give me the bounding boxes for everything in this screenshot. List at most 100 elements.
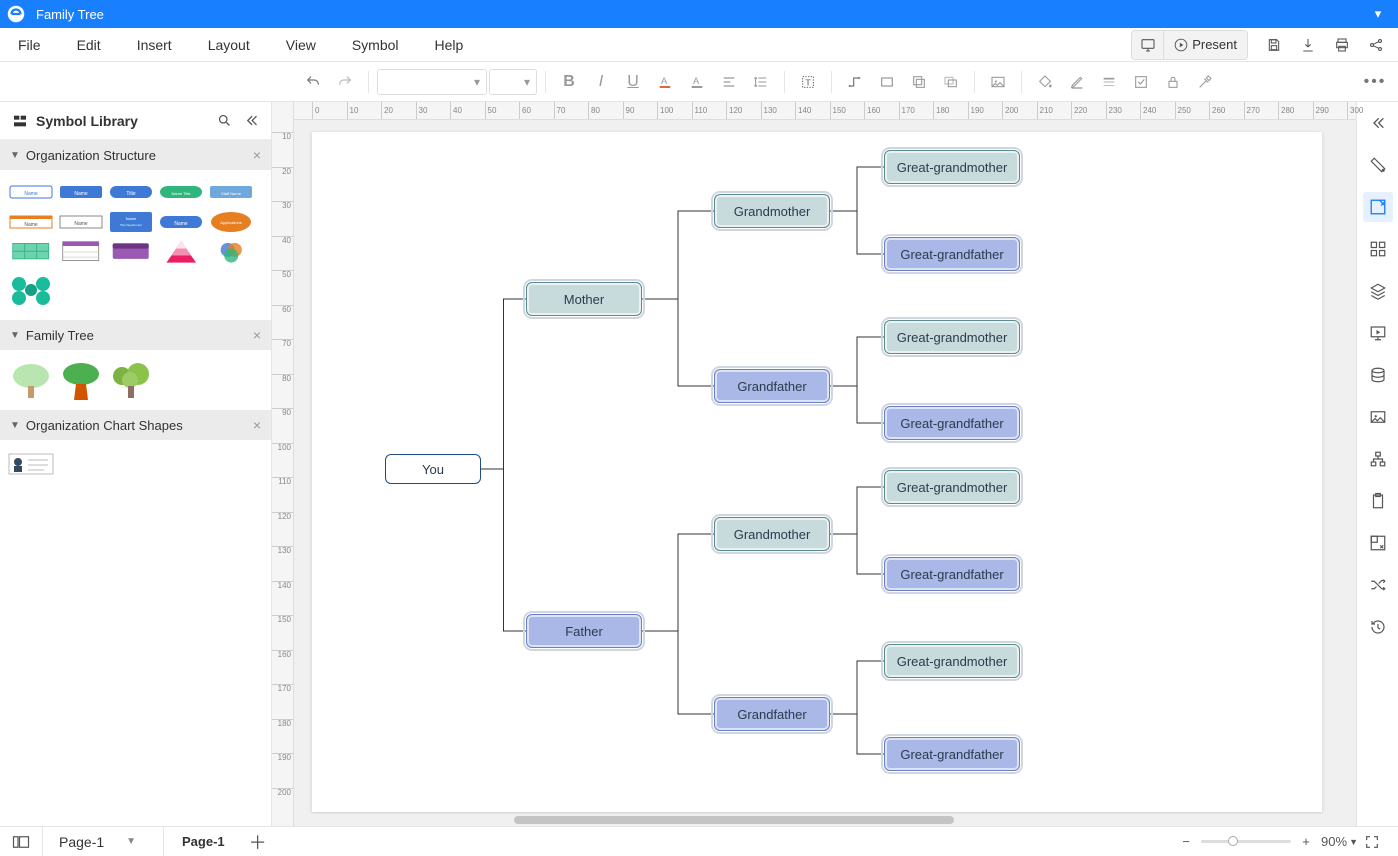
line-spacing-button[interactable] [746, 67, 776, 97]
zoom-out-button[interactable]: − [1177, 834, 1195, 849]
search-library-button[interactable] [217, 113, 232, 128]
tree-node-mgmgm[interactable]: Great-grandmother [884, 150, 1020, 184]
history-button[interactable] [1363, 612, 1393, 642]
underline-button[interactable]: U [618, 67, 648, 97]
category-org-chart-shapes[interactable]: ▼ Organization Chart Shapes × [0, 410, 271, 440]
font-family-select[interactable]: ▾ [377, 69, 487, 95]
category-org-structure[interactable]: ▼ Organization Structure × [0, 140, 271, 170]
menu-symbol[interactable]: Symbol [334, 28, 417, 62]
collapse-rail-button[interactable] [1363, 108, 1393, 138]
menu-view[interactable]: View [268, 28, 334, 62]
tree-node-mom[interactable]: Mother [526, 282, 642, 316]
clipboard-button[interactable] [1363, 486, 1393, 516]
tree-node-pgfgm[interactable]: Great-grandmother [884, 644, 1020, 678]
menu-layout[interactable]: Layout [190, 28, 268, 62]
text-color-button[interactable]: A [650, 67, 680, 97]
image-button[interactable] [983, 67, 1013, 97]
share-button[interactable] [1360, 31, 1392, 59]
menu-file[interactable]: File [0, 28, 59, 62]
canvas-viewport[interactable]: You Mother Father Grandmother Grandfather Gra… [294, 120, 1356, 826]
shape-thumb[interactable]: Title [108, 180, 154, 204]
shape-thumb[interactable]: Staff Name [208, 180, 254, 204]
menu-help[interactable]: Help [417, 28, 482, 62]
fullscreen-button[interactable] [1364, 834, 1388, 850]
fill-color-button[interactable] [1030, 67, 1060, 97]
theme-button[interactable] [1363, 150, 1393, 180]
shape-thumb[interactable]: NameTitle Department [108, 210, 154, 234]
navigate-button[interactable] [1363, 528, 1393, 558]
present-panel-button[interactable] [1363, 318, 1393, 348]
category-family-tree[interactable]: ▼ Family Tree × [0, 320, 271, 350]
present-button[interactable]: Present [1164, 31, 1247, 59]
font-size-select[interactable]: ▾ [489, 69, 537, 95]
shape-thumb[interactable]: Name [8, 210, 54, 234]
align-button[interactable] [714, 67, 744, 97]
tree-node-you[interactable]: You [385, 454, 481, 484]
scrollbar-thumb[interactable] [514, 816, 954, 824]
shape-thumb[interactable] [108, 360, 154, 400]
shape-thumb[interactable] [58, 360, 104, 400]
close-category-button[interactable]: × [253, 327, 261, 343]
tree-node-pgfgf[interactable]: Great-grandfather [884, 737, 1020, 771]
shape-thumb[interactable]: Name [8, 180, 54, 204]
print-button[interactable] [1326, 31, 1358, 59]
menu-edit[interactable]: Edit [59, 28, 119, 62]
shape-thumb[interactable]: Name [158, 210, 204, 234]
save-button[interactable] [1258, 31, 1290, 59]
slideshow-button[interactable] [1132, 31, 1164, 59]
shape-thumb[interactable] [158, 240, 204, 264]
shape-thumb[interactable]: Applications [208, 210, 254, 234]
bold-button[interactable]: B [554, 67, 584, 97]
tree-node-dad[interactable]: Father [526, 614, 642, 648]
export-button[interactable] [1292, 31, 1324, 59]
undo-button[interactable] [298, 67, 328, 97]
close-category-button[interactable]: × [253, 417, 261, 433]
shape-thumb[interactable]: Name Title [158, 180, 204, 204]
layers-panel-button[interactable] [1363, 276, 1393, 306]
tree-node-mgmgf[interactable]: Great-grandfather [884, 237, 1020, 271]
tree-node-pgmgf[interactable]: Great-grandfather [884, 557, 1020, 591]
tree-node-pgf[interactable]: Grandfather [714, 697, 830, 731]
zoom-value[interactable]: 90%▼ [1321, 834, 1358, 849]
shape-thumb[interactable] [8, 360, 54, 400]
shape-thumb[interactable] [108, 240, 154, 264]
page[interactable]: You Mother Father Grandmother Grandfather Gra… [312, 132, 1322, 812]
lock-button[interactable] [1158, 67, 1188, 97]
shape-thumb[interactable]: Name [58, 210, 104, 234]
add-page-button[interactable]: ＋ [243, 829, 273, 855]
tree-node-pgm[interactable]: Grandmother [714, 517, 830, 551]
line-color-button[interactable] [1062, 67, 1092, 97]
zoom-in-button[interactable]: + [1297, 834, 1315, 849]
layers-button[interactable] [936, 67, 966, 97]
tools-button[interactable] [1190, 67, 1220, 97]
page-tab[interactable]: Page-1 [164, 827, 243, 856]
collapse-sidebar-button[interactable] [244, 113, 259, 128]
shape-thumb[interactable]: Name [58, 180, 104, 204]
shape-thumb[interactable] [8, 240, 54, 264]
grid-button[interactable] [1363, 234, 1393, 264]
zoom-slider-knob[interactable] [1228, 836, 1238, 846]
connector-button[interactable] [840, 67, 870, 97]
copy-button[interactable] [904, 67, 934, 97]
properties-button[interactable] [1363, 192, 1393, 222]
data-button[interactable] [1363, 360, 1393, 390]
text-tool-button[interactable]: T [793, 67, 823, 97]
shape-thumb[interactable] [208, 240, 254, 264]
tree-node-mgm[interactable]: Grandmother [714, 194, 830, 228]
zoom-slider[interactable] [1201, 840, 1291, 843]
orgchart-button[interactable] [1363, 444, 1393, 474]
image-panel-button[interactable] [1363, 402, 1393, 432]
page-select[interactable]: Page-1 ▼ [43, 834, 163, 850]
shuffle-button[interactable] [1363, 570, 1393, 600]
horizontal-scrollbar[interactable] [294, 814, 1356, 826]
titlebar-menu-dropdown[interactable]: ▾ [1358, 6, 1398, 22]
tree-node-mgf[interactable]: Grandfather [714, 369, 830, 403]
tree-node-mgfgf[interactable]: Great-grandfather [884, 406, 1020, 440]
shape-outline-button[interactable] [872, 67, 902, 97]
more-button[interactable]: ••• [1360, 67, 1390, 97]
page-switcher-button[interactable] [0, 827, 43, 856]
shape-thumb[interactable] [58, 240, 104, 264]
text-highlight-button[interactable]: A [682, 67, 712, 97]
redo-button[interactable] [330, 67, 360, 97]
checkbox-button[interactable] [1126, 67, 1156, 97]
